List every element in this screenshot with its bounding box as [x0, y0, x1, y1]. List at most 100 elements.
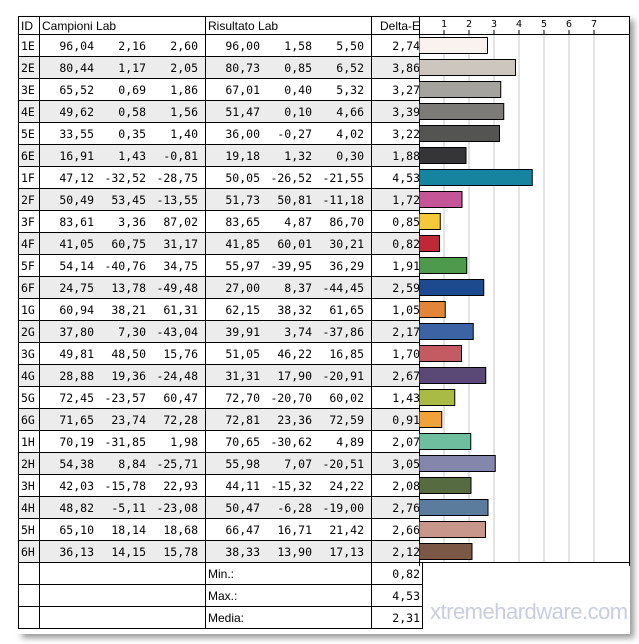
- delta-e-value: 4,53: [371, 166, 423, 189]
- bar-2G: [419, 323, 474, 340]
- row-id: 4H: [18, 496, 40, 519]
- table-row: 2E 80,44 1,17 2,05 80,73 0,85 6,52 3,86: [18, 56, 423, 79]
- lab-value: 5,50: [336, 38, 364, 53]
- risultato-lab: 83,65 4,87 86,70: [205, 210, 372, 233]
- delta-e-value: 2,08: [371, 474, 423, 497]
- bar-1E: [419, 37, 488, 54]
- lab-value: 60,01: [277, 236, 312, 251]
- stat-label: Media:: [205, 606, 372, 629]
- stat-value: 0,82: [371, 562, 423, 585]
- campioni-lab: 49,62 0,58 1,56: [39, 100, 206, 123]
- table-row: 5F 54,14 -40,76 34,75 55,97 -39,95 36,29 1,91: [18, 254, 423, 277]
- lab-value: 71,65: [59, 412, 94, 427]
- table-row: 1H 70,19 -31,85 1,98 70,65 -30,62 4,89 2,07: [18, 430, 423, 453]
- lab-value: -37,86: [322, 324, 364, 339]
- lab-value: 96,00: [225, 38, 260, 53]
- lab-value: 0,85: [284, 60, 312, 75]
- lab-value: 70,65: [225, 434, 260, 449]
- lab-value: 22,93: [163, 478, 198, 493]
- lab-value: 72,28: [163, 412, 198, 427]
- empty-cell: [18, 584, 40, 607]
- lab-value: 72,70: [225, 390, 260, 405]
- table-row: 2H 54,38 8,84 -25,71 55,98 7,07 -20,51 3,05: [18, 452, 423, 475]
- bar-1G: [419, 301, 446, 318]
- campioni-lab: 96,04 2,16 2,60: [39, 34, 206, 57]
- stat-value: 2,31: [371, 606, 423, 629]
- lab-value: 7,30: [118, 324, 146, 339]
- lab-value: 23,36: [277, 412, 312, 427]
- stats-row: Max.: 4,53: [18, 584, 423, 607]
- lab-value: 18,68: [163, 522, 198, 537]
- lab-value: 62,15: [225, 302, 260, 317]
- delta-e-value: 1,05: [371, 298, 423, 321]
- lab-value: 50,05: [225, 170, 260, 185]
- delta-e-value: 1,88: [371, 144, 423, 167]
- empty-cell: [39, 562, 206, 585]
- lab-value: 66,47: [225, 522, 260, 537]
- lab-value: 16,71: [277, 522, 312, 537]
- row-id: 4E: [18, 100, 40, 123]
- lab-value: 1,43: [118, 148, 146, 163]
- lab-value: -0,81: [163, 148, 198, 163]
- lab-value: 31,17: [163, 236, 198, 251]
- lab-value: 30,21: [329, 236, 364, 251]
- stats-row: Media: 2,31: [18, 606, 423, 629]
- delta-e-value: 2,67: [371, 364, 423, 387]
- bar-5E: [419, 125, 500, 142]
- lab-value: 50,81: [277, 192, 312, 207]
- lab-value: 0,10: [284, 104, 312, 119]
- table-row: 5G 72,45 -23,57 60,47 72,70 -20,70 60,02 1,43: [18, 386, 423, 409]
- lab-value: 0,40: [284, 82, 312, 97]
- stat-value: 4,53: [371, 584, 423, 607]
- lab-value: 36,00: [225, 126, 260, 141]
- lab-value: 0,69: [118, 82, 146, 97]
- row-id: 2E: [18, 56, 40, 79]
- lab-value: 7,07: [284, 456, 312, 471]
- table-row: 3G 49,81 48,50 15,76 51,05 46,22 16,85 1,70: [18, 342, 423, 365]
- table-row: 4G 28,88 19,36 -24,48 31,31 17,90 -20,91 2,67: [18, 364, 423, 387]
- lab-value: 38,33: [225, 544, 260, 559]
- campioni-lab: 28,88 19,36 -24,48: [39, 364, 206, 387]
- lab-value: 47,12: [59, 170, 94, 185]
- lab-value: 33,55: [59, 126, 94, 141]
- lab-value: 86,70: [329, 214, 364, 229]
- lab-value: 31,31: [225, 368, 260, 383]
- table-row: 1E 96,04 2,16 2,60 96,00 1,58 5,50 2,74: [18, 34, 423, 57]
- stat-label: Min.:: [205, 562, 372, 585]
- lab-value: 1,58: [284, 38, 312, 53]
- tick-label: 7: [591, 19, 597, 30]
- lab-value: -23,08: [156, 500, 198, 515]
- row-id: 5F: [18, 254, 40, 277]
- delta-e-value: 3,86: [371, 56, 423, 79]
- lab-value: 83,65: [225, 214, 260, 229]
- campioni-lab: 70,19 -31,85 1,98: [39, 430, 206, 453]
- delta-e-value: 2,12: [371, 540, 423, 563]
- delta-e-value: 2,74: [371, 34, 423, 57]
- campioni-lab: 42,03 -15,78 22,93: [39, 474, 206, 497]
- lab-value: 46,22: [277, 346, 312, 361]
- lab-value: 8,84: [118, 456, 146, 471]
- lab-value: 17,13: [329, 544, 364, 559]
- row-id: 5G: [18, 386, 40, 409]
- row-id: 3H: [18, 474, 40, 497]
- row-id: 6E: [18, 144, 40, 167]
- lab-value: -49,48: [156, 280, 198, 295]
- lab-value: 0,35: [118, 126, 146, 141]
- lab-value: 38,21: [111, 302, 146, 317]
- risultato-lab: 80,73 0,85 6,52: [205, 56, 372, 79]
- row-id: 1H: [18, 430, 40, 453]
- table-row: 6H 36,13 14,15 15,78 38,33 13,90 17,13 2,12: [18, 540, 423, 563]
- delta-e-value: 2,07: [371, 430, 423, 453]
- header-campioni: Campioni Lab: [39, 16, 206, 35]
- risultato-lab: 27,00 8,37 -44,45: [205, 276, 372, 299]
- lab-value: 37,80: [59, 324, 94, 339]
- lab-value: 19,36: [111, 368, 146, 383]
- campioni-lab: 16,91 1,43 -0,81: [39, 144, 206, 167]
- bar-2F: [419, 191, 463, 208]
- risultato-lab: 51,73 50,81 -11,18: [205, 188, 372, 211]
- lab-value: 38,32: [277, 302, 312, 317]
- campioni-lab: 54,38 8,84 -25,71: [39, 452, 206, 475]
- lab-value: -5,11: [111, 500, 146, 515]
- table-row: 4H 48,82 -5,11 -23,08 50,47 -6,28 -19,00 2,76: [18, 496, 423, 519]
- lab-value: 60,02: [329, 390, 364, 405]
